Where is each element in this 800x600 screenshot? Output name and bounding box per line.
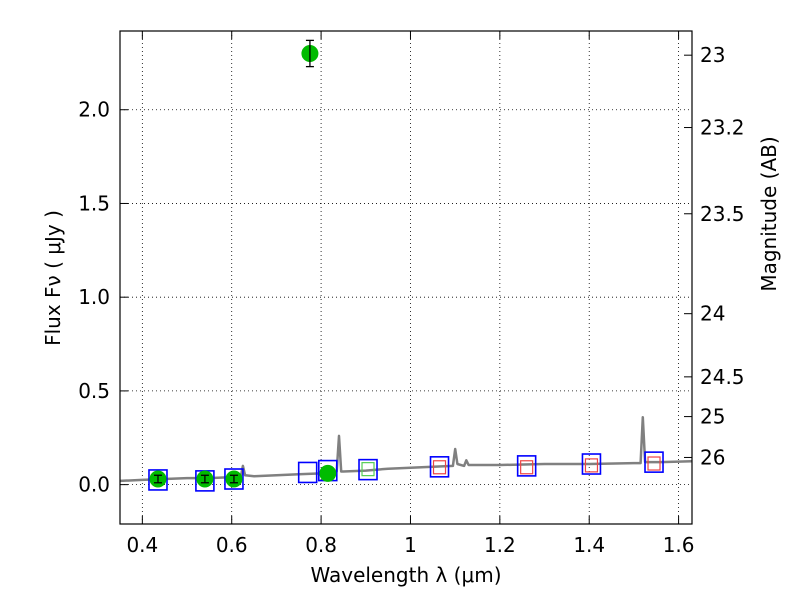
x-tick-label: 0.6 xyxy=(216,533,248,557)
y-right-tick-label: 24 xyxy=(700,302,725,326)
data-series xyxy=(119,39,693,492)
y-right-tick-label: 23.2 xyxy=(700,116,745,140)
inner-filter-square xyxy=(520,460,534,475)
plot-frame xyxy=(119,30,693,525)
model-flux-square xyxy=(297,461,318,484)
model-flux-square xyxy=(516,455,537,477)
inner-filter-square xyxy=(361,462,375,477)
y-right-tick-label: 25 xyxy=(700,405,725,429)
model-flux-square xyxy=(644,451,664,473)
y-tick-label: 2.0 xyxy=(78,98,110,122)
x-tick-label: 0.4 xyxy=(126,533,158,557)
y-tick-label: 0.5 xyxy=(78,379,110,403)
x-tick-label: 1.2 xyxy=(484,533,516,557)
tick-labels: 0.4 0.6 0.8 1 1.2 1.4 1.6 0.0 0.5 1.0 1.5 2.0 23 23.2… xyxy=(78,43,744,557)
x-tick-label: 1.6 xyxy=(663,533,695,557)
inner-filter-square xyxy=(584,458,599,473)
observed-point xyxy=(319,464,337,482)
model-flux-square xyxy=(224,468,244,490)
x-tick-label: 1.4 xyxy=(573,533,605,557)
y-right-tick-label: 24.5 xyxy=(700,365,745,389)
y-tick-label: 0.0 xyxy=(78,473,110,497)
x-axis-title: Wavelength λ (μm) xyxy=(310,563,501,587)
y-right-tick-label: 23.5 xyxy=(700,202,745,226)
y-right-tick-label: 23 xyxy=(700,43,725,67)
model-flux-square xyxy=(358,458,378,481)
x-tick-label: 0.8 xyxy=(305,533,337,557)
y-axis-title: Flux Fν ( μJy ) xyxy=(41,210,65,346)
y-tick-label: 1.0 xyxy=(78,285,110,309)
inner-filter-square xyxy=(432,460,447,475)
y-right-tick-label: 26 xyxy=(700,445,725,469)
axis-ticks xyxy=(120,31,692,524)
y-tick-label: 1.5 xyxy=(78,191,110,215)
model-flux-square xyxy=(429,456,450,478)
grid-lines xyxy=(120,31,692,524)
model-flux-square xyxy=(581,453,602,475)
x-tick-label: 1 xyxy=(404,533,417,557)
y-axis-right-title: Magnitude (AB) xyxy=(757,136,781,291)
model-flux-square xyxy=(148,469,168,491)
inner-filter-square xyxy=(647,456,661,471)
